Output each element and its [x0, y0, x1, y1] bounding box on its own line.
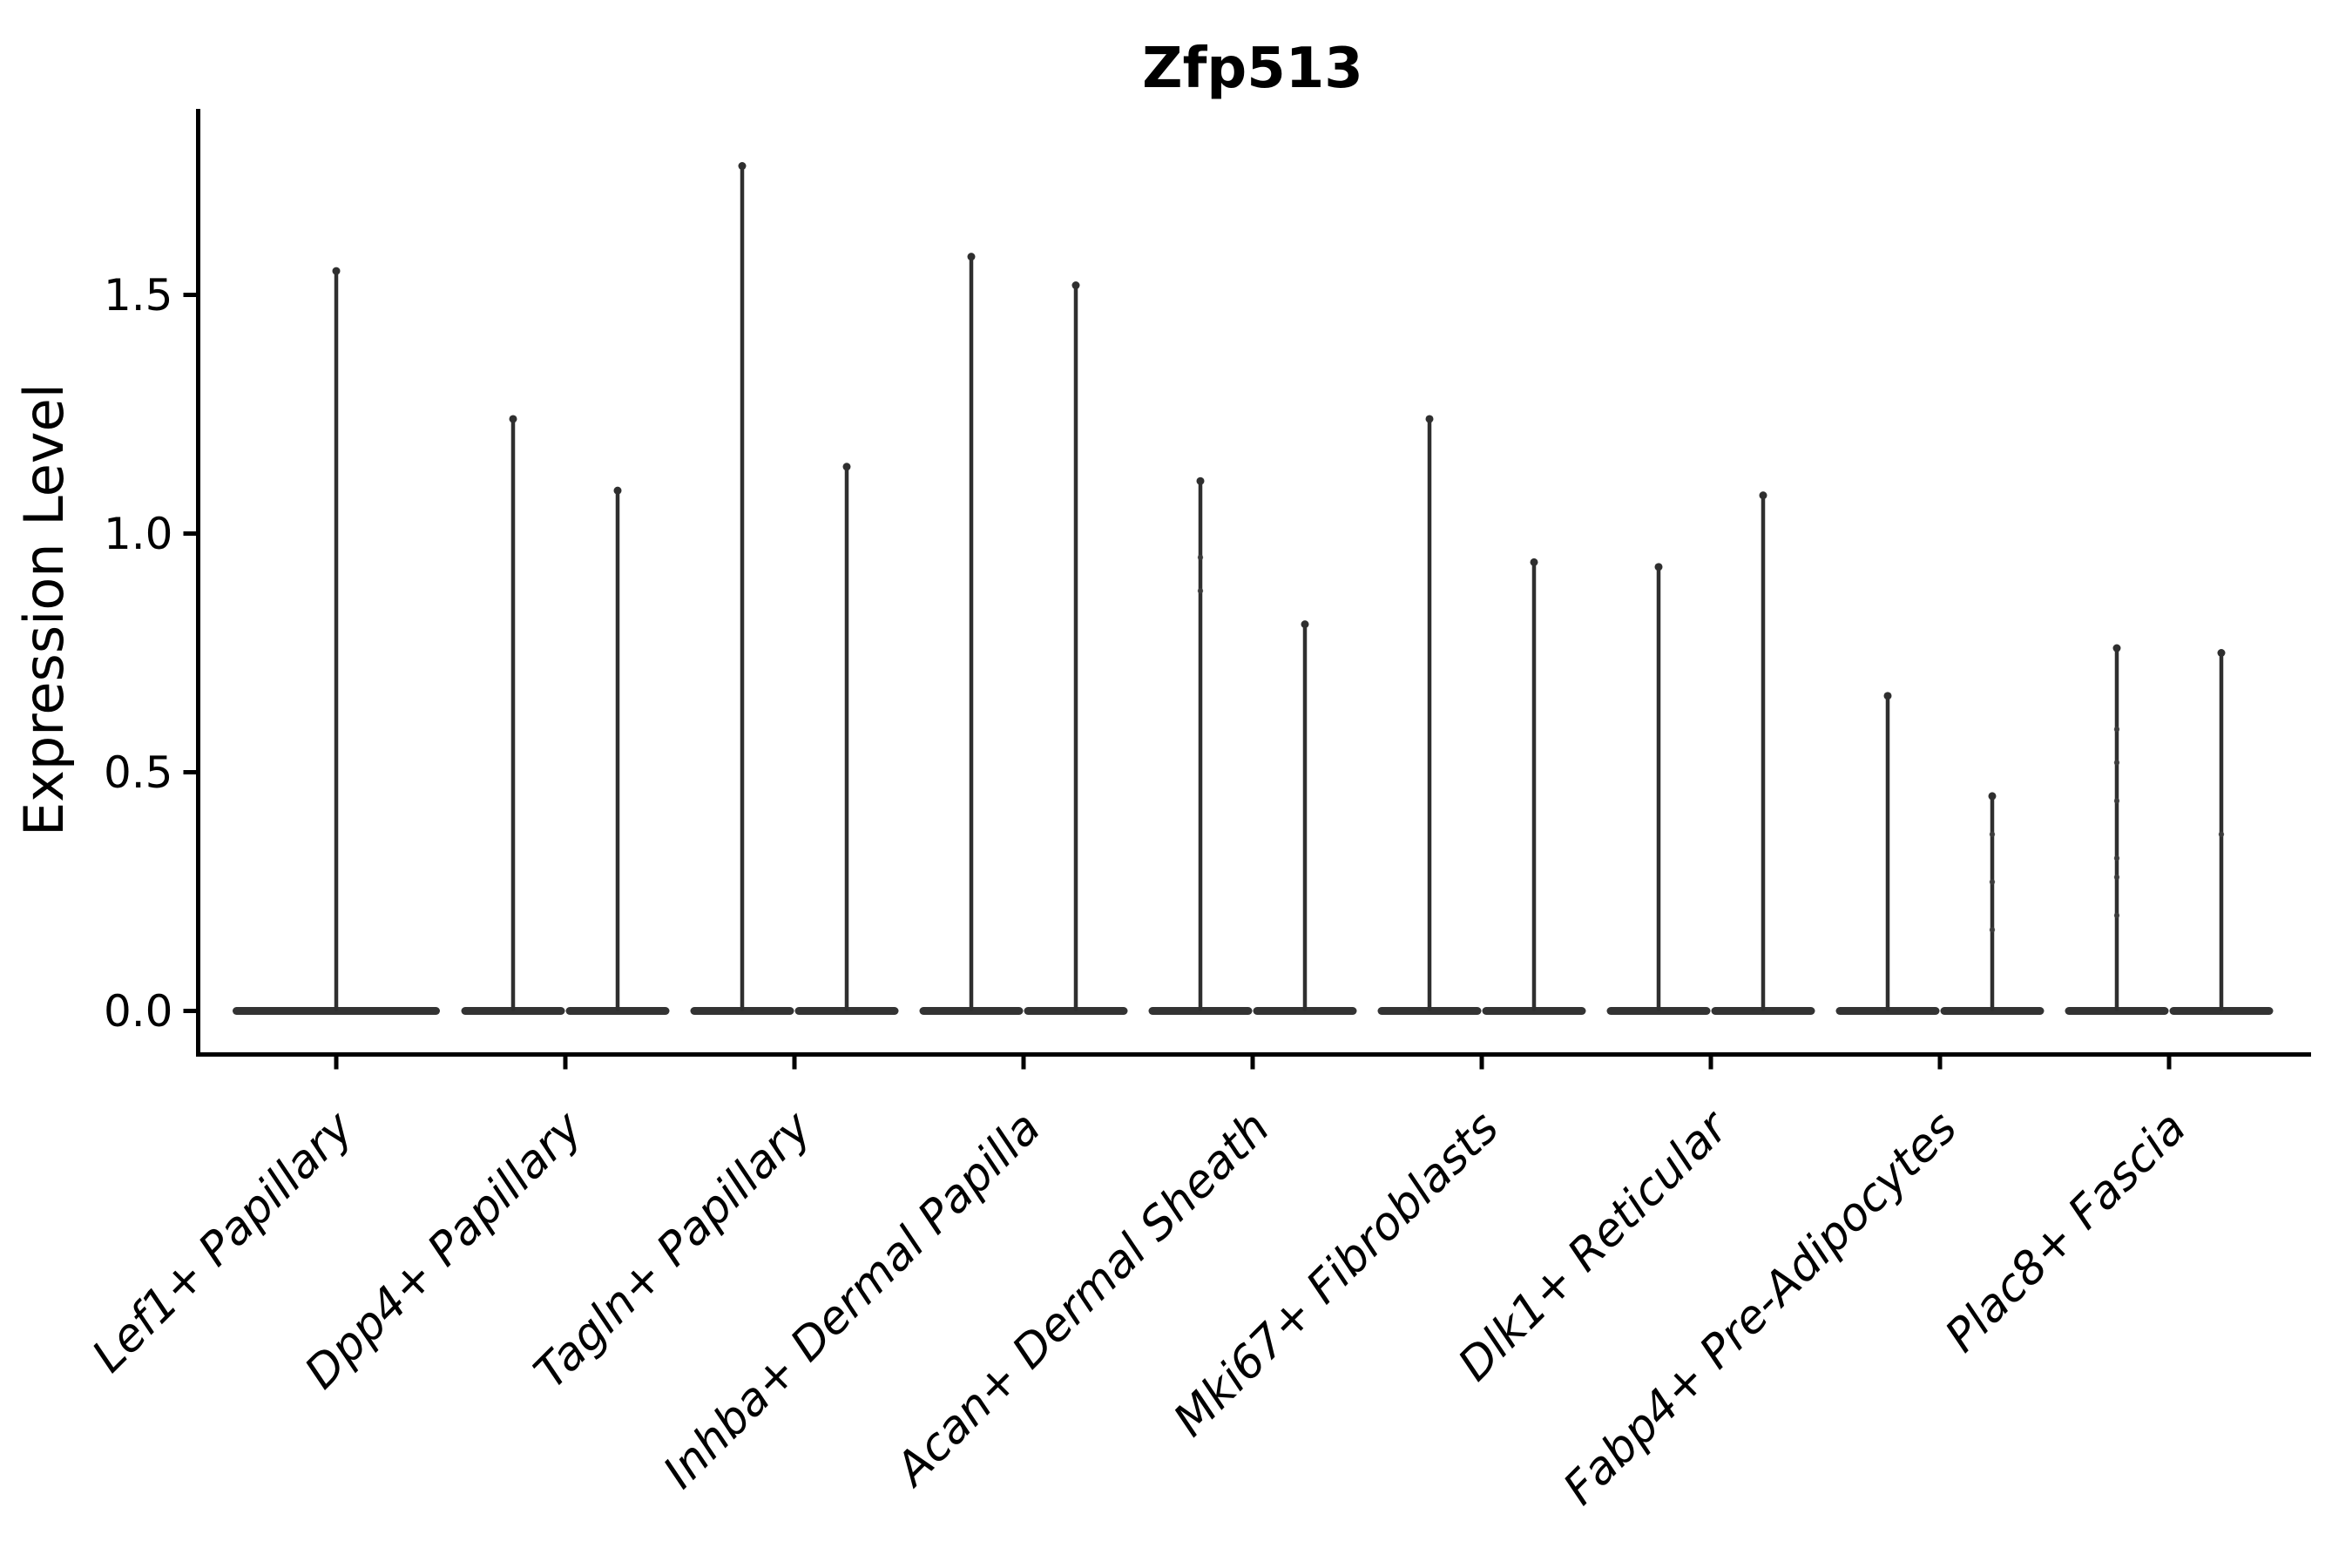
- violin: [1377, 415, 1482, 1015]
- violin: [233, 267, 440, 1015]
- chart-title: Zfp513: [1142, 37, 1363, 101]
- violin-max-point: [1883, 692, 1892, 700]
- violin: [1482, 558, 1586, 1015]
- cell-point: [1197, 554, 1204, 561]
- violin-max-point: [1071, 281, 1080, 290]
- cell-point: [1989, 831, 1996, 837]
- violin: [1024, 281, 1128, 1015]
- violin-max-point: [1654, 563, 1663, 571]
- cell-point: [2218, 831, 2225, 837]
- violin-max-point: [1530, 558, 1538, 566]
- violin: [1711, 491, 1815, 1015]
- violin-max-point: [613, 486, 622, 495]
- cell-point: [1989, 927, 1996, 933]
- cell-point: [2113, 798, 2120, 804]
- violin: [2169, 649, 2274, 1015]
- violin-max-point: [967, 253, 976, 261]
- violin: [565, 486, 670, 1015]
- violin: [2065, 644, 2169, 1015]
- violins-layer: [233, 162, 2274, 1015]
- cell-point: [2113, 874, 2120, 881]
- violin: [1606, 563, 1711, 1015]
- cell-point: [1197, 588, 1204, 594]
- y-tick-label: 1.0: [104, 509, 173, 559]
- cell-point: [2113, 760, 2120, 766]
- violin-max-point: [1301, 620, 1309, 629]
- x-category-label: Inhba+ Dermal Papilla: [653, 1102, 1051, 1499]
- violin: [461, 415, 565, 1015]
- cell-point: [2113, 855, 2120, 862]
- y-axis-label: Expression Level: [12, 383, 76, 836]
- y-tick-label: 0.5: [104, 747, 173, 798]
- cell-point: [2113, 912, 2120, 919]
- cell-point: [2113, 726, 2120, 733]
- violin: [1940, 792, 2044, 1015]
- cell-point: [1989, 879, 1996, 885]
- violin-max-point: [842, 463, 851, 471]
- y-tick-label: 0.0: [104, 986, 173, 1037]
- violin-max-point: [738, 162, 747, 171]
- violin: [1148, 476, 1253, 1015]
- violin-max-point: [1196, 476, 1205, 485]
- x-category-label: Fabp4+ Pre-Adipocytes: [1554, 1102, 1968, 1516]
- y-tick-label: 1.5: [104, 270, 173, 321]
- violin: [1253, 620, 1357, 1015]
- axis-spines: [196, 109, 2311, 1057]
- violin-max-point: [332, 267, 341, 275]
- violin: [690, 162, 794, 1015]
- violin-max-point: [1988, 792, 1997, 801]
- violin: [1835, 692, 1940, 1015]
- violin-max-point: [1425, 415, 1434, 423]
- x-category-label: Acan+ Dermal Sheath: [884, 1102, 1280, 1497]
- violin-max-point: [2112, 644, 2121, 652]
- violin: [794, 463, 899, 1015]
- violin: [919, 253, 1024, 1015]
- violin-max-point: [2217, 649, 2226, 657]
- violin-max-point: [509, 415, 517, 423]
- x-category-label: Plac8+ Fascia: [1936, 1102, 2196, 1362]
- violin-max-point: [1759, 491, 1767, 500]
